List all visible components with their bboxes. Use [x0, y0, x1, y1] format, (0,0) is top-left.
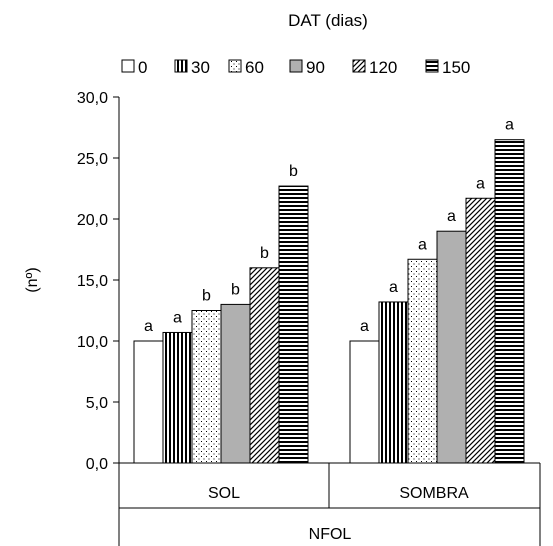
y-tick-label: 20,0 — [77, 212, 108, 229]
bar-label: a — [418, 236, 427, 253]
legend-swatch-120 — [352, 59, 366, 73]
y-tick-label: 25,0 — [77, 151, 108, 168]
bar-label: b — [231, 281, 240, 298]
legend-label: 120 — [369, 58, 397, 77]
bar-sol-90 — [220, 303, 251, 464]
bar-label: a — [173, 309, 182, 326]
bar-sombra-0 — [349, 340, 380, 464]
bar-sombra-60 — [407, 258, 438, 464]
legend-swatch-30 — [174, 59, 188, 73]
bar-sol-60 — [191, 310, 222, 464]
bar-sombra-90 — [436, 230, 467, 464]
bar-label: b — [289, 163, 298, 180]
bar-label: a — [505, 117, 514, 134]
bar-sombra-120 — [465, 197, 496, 464]
y-tick-label: 30,0 — [77, 90, 108, 107]
bar-label: a — [476, 175, 485, 192]
y-axis-ticks: 0,0 5,0 10,0 15,0 20,0 25,0 30,0 — [77, 90, 119, 473]
bar-sol-0 — [133, 340, 164, 464]
legend: 0 30 60 90 120 150 — [121, 58, 470, 77]
legend-swatch-0 — [121, 59, 135, 73]
bar-label: a — [144, 318, 153, 335]
legend-label: 90 — [306, 58, 325, 77]
bar-label: a — [447, 208, 456, 225]
y-tick-label: 5,0 — [86, 395, 108, 412]
y-axis-label: (nº) — [24, 267, 41, 292]
category-label-sol: SOL — [208, 485, 240, 502]
legend-swatch-90 — [289, 59, 303, 73]
bar-label: a — [389, 279, 398, 296]
legend-label: 60 — [245, 58, 264, 77]
bars — [133, 139, 525, 464]
legend-swatch-60 — [228, 59, 242, 73]
bar-labels: a a b b b b a a a a a a — [144, 117, 514, 335]
x-axis-label: NFOL — [309, 526, 352, 543]
bar-label: b — [260, 245, 269, 262]
category-label-sombra: SOMBRA — [399, 485, 469, 502]
bar-label: b — [202, 288, 211, 305]
legend-label: 0 — [138, 58, 147, 77]
y-tick-label: 10,0 — [77, 334, 108, 351]
axes — [118, 97, 541, 546]
y-tick-label: 15,0 — [77, 273, 108, 290]
bar-sombra-150 — [494, 139, 525, 464]
y-tick-label: 0,0 — [86, 456, 108, 473]
bar-sol-150 — [278, 185, 309, 464]
legend-label: 150 — [442, 58, 470, 77]
legend-label: 30 — [191, 58, 210, 77]
bar-sol-120 — [249, 267, 280, 464]
bar-sombra-30 — [378, 301, 409, 464]
legend-swatch-150 — [425, 59, 439, 73]
legend-title: DAT (dias) — [288, 11, 368, 30]
bar-sol-30 — [162, 331, 193, 464]
bar-label: a — [360, 318, 369, 335]
